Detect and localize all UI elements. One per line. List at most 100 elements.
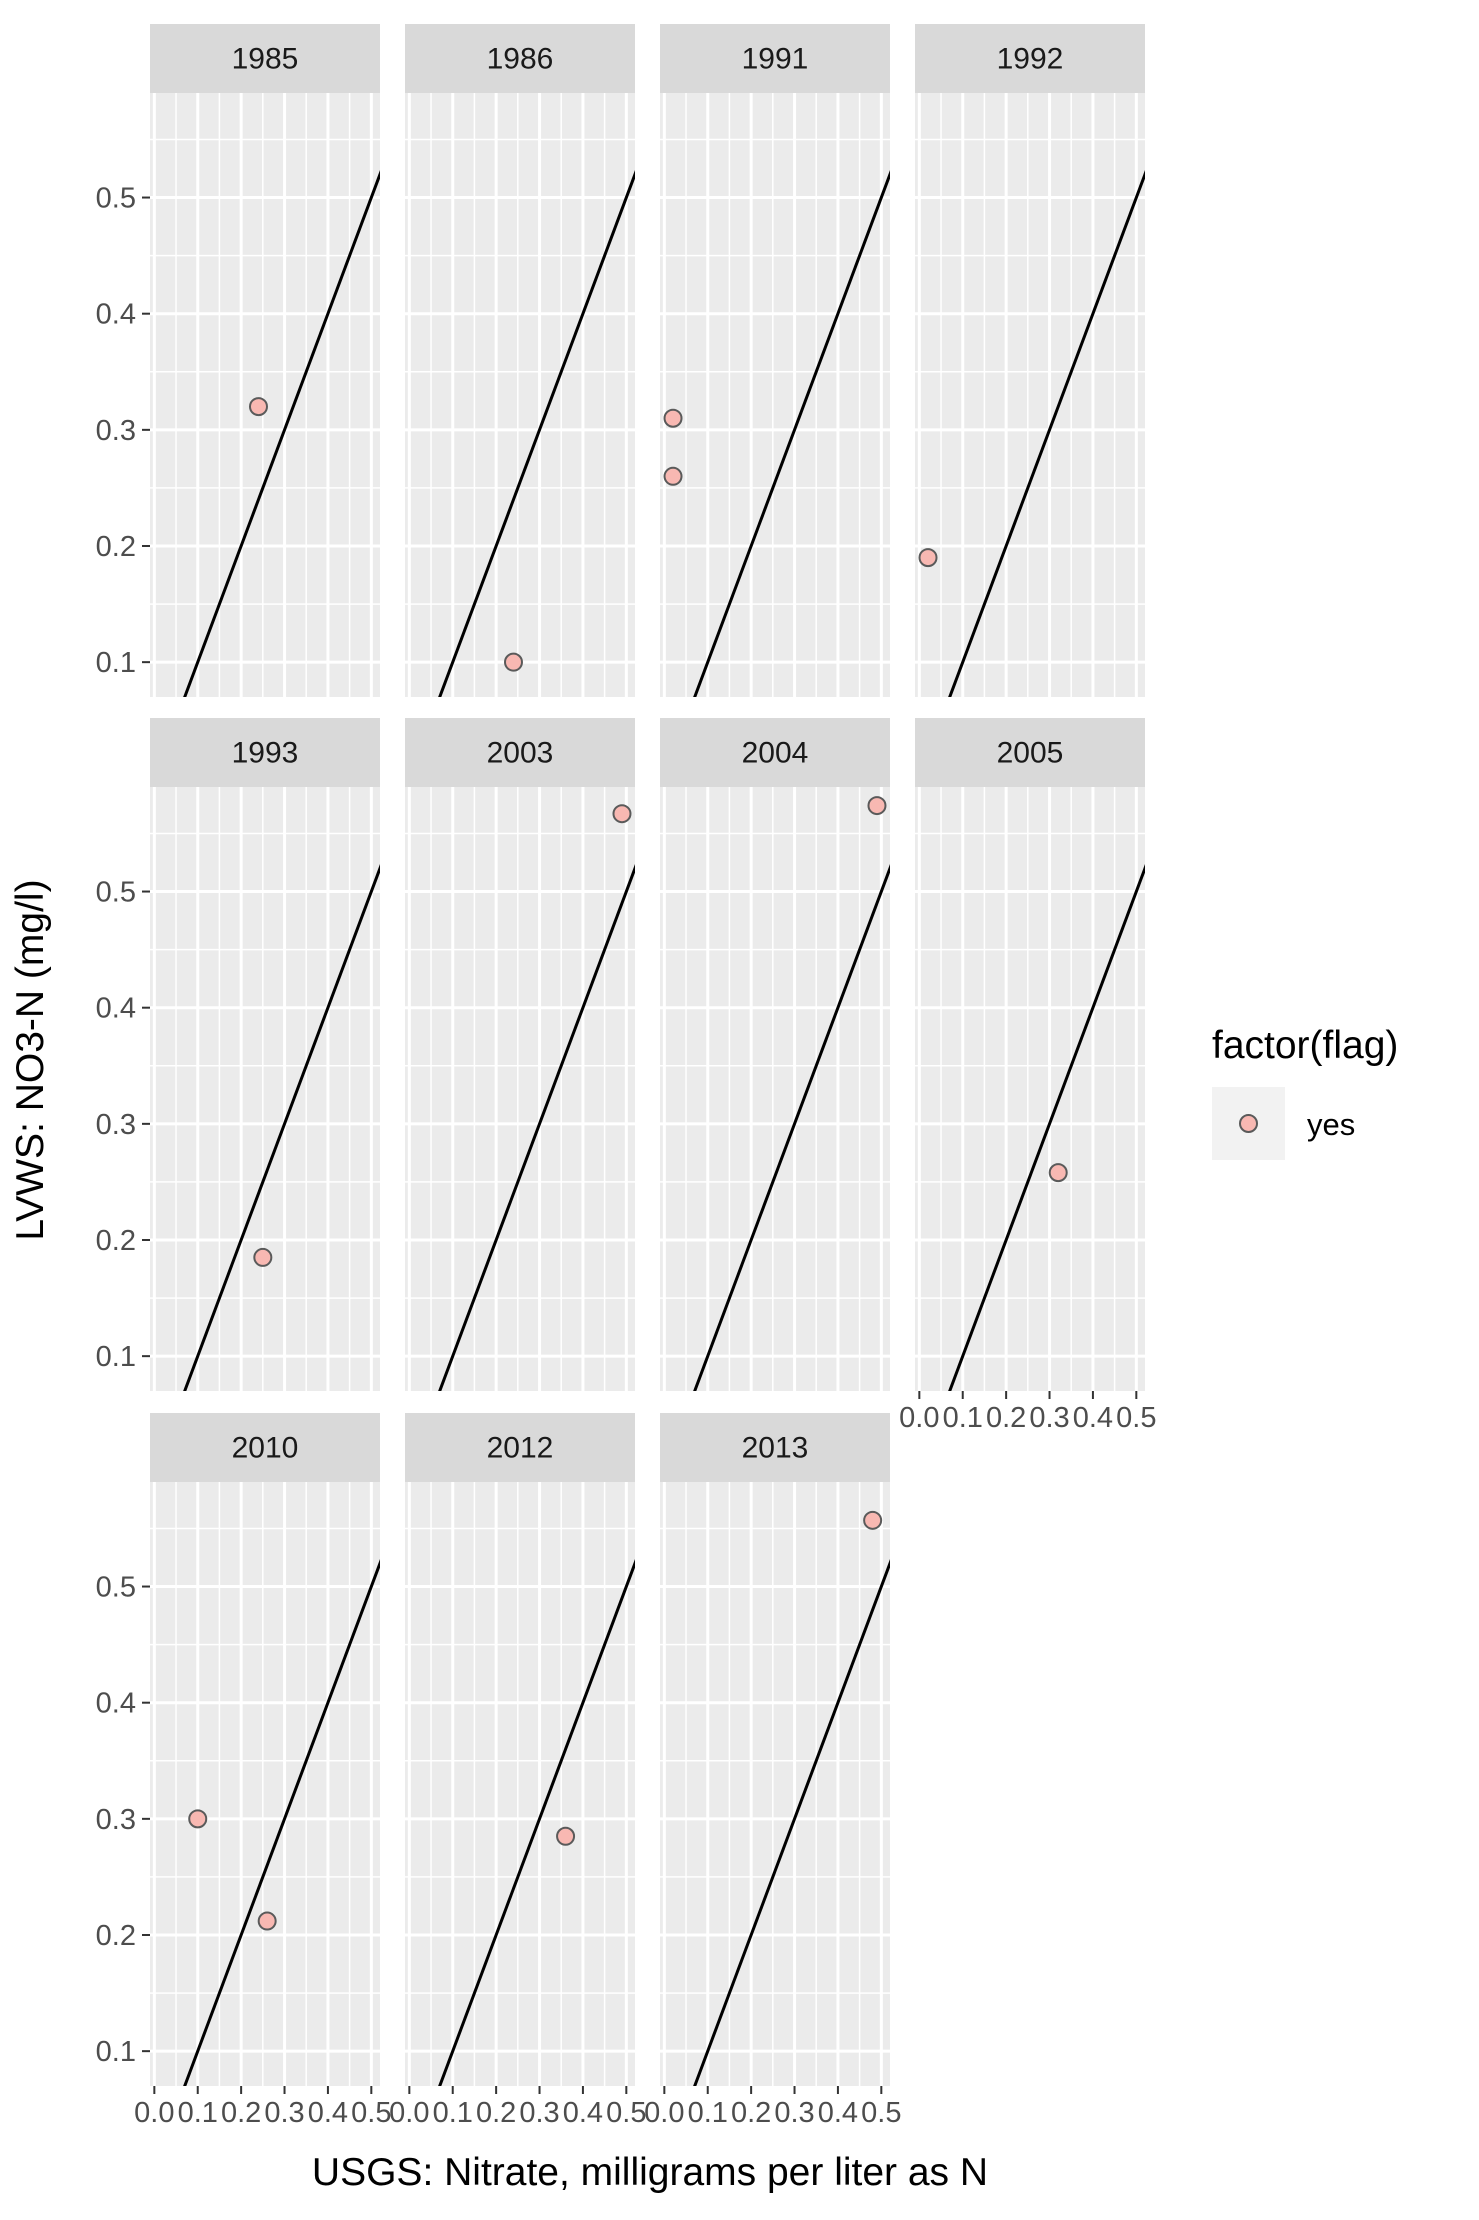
facet-panel-2013: 2013 (660, 1413, 890, 2086)
panel-content (915, 787, 1145, 1391)
panel-background (150, 1482, 380, 2086)
panel-content (405, 787, 635, 1391)
y-axis-title: LVWS: NO3-N (mg/l) (9, 879, 52, 1240)
data-point (1048, 1163, 1068, 1183)
y-tick-label: 0.3 (96, 1109, 136, 1141)
reference-line (183, 864, 380, 1391)
x-axis-title: USGS: Nitrate, milligrams per liter as N (312, 2151, 988, 2194)
y-tick-label: 0.5 (96, 1572, 136, 1604)
facet-panel-1991: 1991 (660, 24, 890, 697)
data-point (556, 1826, 576, 1846)
facet-strip (150, 24, 380, 93)
panel-background (660, 1482, 890, 2086)
x-tick-label: 0.5 (606, 2097, 646, 2129)
facet-strip (405, 1413, 635, 1482)
facet-strip-label: 2012 (487, 1432, 554, 1465)
legend: factor(flag) yes (1212, 1024, 1398, 1160)
legend-key-point (1239, 1114, 1258, 1133)
panel-background (405, 787, 635, 1391)
panel-background (150, 787, 380, 1391)
axes-layer: 0.10.20.30.40.50.10.20.30.40.50.0 0.1 0.2 0… (96, 183, 1157, 2129)
y-tick-label: 0.5 (96, 183, 136, 215)
reference-line (183, 170, 380, 697)
facet-panel-2012: 2012 (405, 1413, 635, 2086)
x-tick-label: 0.1 (943, 1402, 983, 1434)
facet-panel-2010: 2010 (150, 1413, 380, 2086)
data-point (663, 466, 683, 486)
panel-background (915, 93, 1145, 697)
facet-panel-1992: 1992 (915, 24, 1145, 697)
facet-strip (660, 24, 890, 93)
facet-strip-label: 1991 (742, 43, 809, 76)
facet-strip-label: 1992 (997, 43, 1064, 76)
facet-panel-1993: 1993 (150, 718, 380, 1391)
panel-content (405, 1482, 635, 2086)
facet-strip-label: 2005 (997, 737, 1064, 770)
x-tick-label: 0.2 (731, 2097, 771, 2129)
x-tick-label: 0.0 (644, 2097, 684, 2129)
x-tick-label: 0.4 (818, 2097, 858, 2129)
y-tick-label: 0.3 (96, 415, 136, 447)
y-tick-label: 0.4 (96, 993, 136, 1025)
facet-strip (915, 24, 1145, 93)
y-tick-label: 0.3 (96, 1804, 136, 1836)
facet-strip (660, 718, 890, 787)
reference-line (438, 864, 635, 1391)
y-tick-label: 0.5 (96, 877, 136, 909)
facet-strip (660, 1413, 890, 1482)
x-tick-label: 0.3 (774, 2097, 814, 2129)
panel-content (660, 1482, 890, 2086)
x-tick-label: 0.1 (178, 2097, 218, 2129)
reference-line (183, 1559, 380, 2086)
y-tick-label: 0.4 (96, 1688, 136, 1720)
panel-background (405, 1482, 635, 2086)
data-point (253, 1247, 273, 1267)
x-tick-label: 0.4 (1073, 1402, 1113, 1434)
facet-strip (150, 718, 380, 787)
y-tick-label: 0.2 (96, 1920, 136, 1952)
panel-background (150, 93, 380, 697)
facet-strip (150, 1413, 380, 1482)
facet-strip (915, 718, 1145, 787)
x-tick-label: 0.2 (986, 1402, 1026, 1434)
reference-line (948, 170, 1145, 697)
x-tick-label: 0.5 (861, 2097, 901, 2129)
x-tick-label: 0.4 (308, 2097, 348, 2129)
x-tick-label: 0.0 (389, 2097, 429, 2129)
panel-content (660, 93, 890, 697)
y-tick-label: 0.4 (96, 299, 136, 331)
legend-title: factor(flag) (1212, 1024, 1398, 1067)
x-tick-label: 0.3 (519, 2097, 559, 2129)
data-point (503, 652, 523, 672)
y-tick-label: 0.2 (96, 531, 136, 563)
facet-panel-2003: 2003 (405, 718, 635, 1391)
x-tick-label: 0.3 (264, 2097, 304, 2129)
x-tick-label: 0.0 (134, 2097, 174, 2129)
data-point (663, 408, 683, 428)
reference-line (438, 1559, 635, 2086)
data-point (257, 1911, 277, 1931)
data-point (248, 397, 268, 417)
panel-content (405, 93, 635, 697)
x-tick-label: 0.3 (1029, 1402, 1069, 1434)
panel-background (660, 93, 890, 697)
x-tick-label: 0.4 (563, 2097, 603, 2129)
panel-content (150, 93, 380, 697)
x-tick-label: 0.2 (221, 2097, 261, 2129)
x-tick-label: 0.1 (688, 2097, 728, 2129)
data-point (918, 548, 938, 568)
panel-content (660, 787, 890, 1391)
x-tick-label: 0.5 (1116, 1402, 1156, 1434)
facet-panel-2005: 2005 (915, 718, 1145, 1391)
reference-line (948, 864, 1145, 1391)
facet-strip-label: 2004 (742, 737, 809, 770)
reference-line (693, 864, 890, 1391)
y-tick-label: 0.1 (96, 647, 136, 679)
y-tick-label: 0.1 (96, 2036, 136, 2068)
panel-content (150, 787, 380, 1391)
facet-strip-label: 1985 (232, 43, 299, 76)
data-point (867, 796, 887, 816)
panel-content (915, 93, 1145, 697)
facet-panel-2004: 2004 (660, 718, 890, 1391)
